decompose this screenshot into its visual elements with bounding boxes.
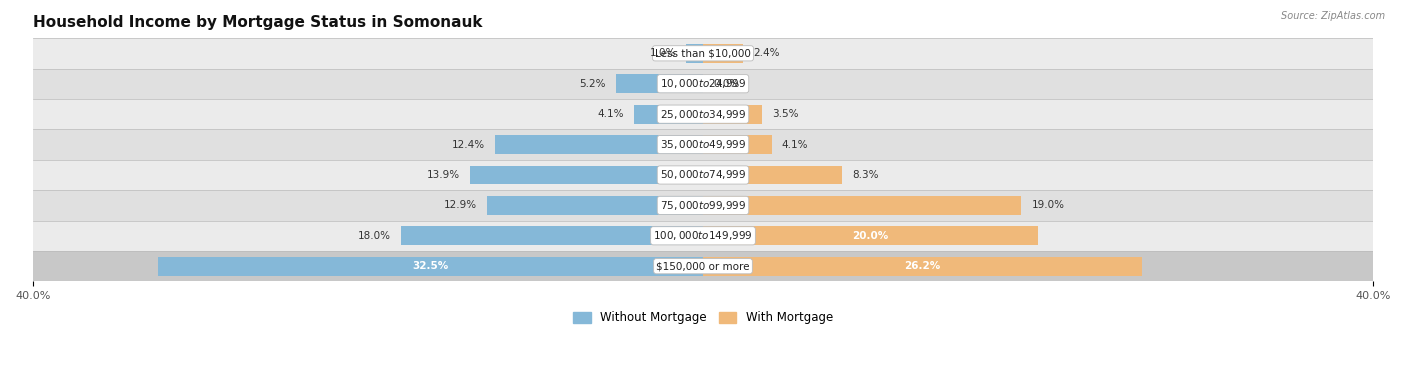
Bar bbox=[486, 196, 703, 215]
Bar bbox=[32, 99, 1374, 129]
Text: 12.4%: 12.4% bbox=[451, 139, 485, 150]
Bar bbox=[686, 44, 703, 63]
Text: Source: ZipAtlas.com: Source: ZipAtlas.com bbox=[1281, 11, 1385, 21]
Bar bbox=[703, 257, 1142, 276]
Text: $100,000 to $149,999: $100,000 to $149,999 bbox=[654, 229, 752, 242]
Bar bbox=[703, 226, 1038, 245]
Text: $35,000 to $49,999: $35,000 to $49,999 bbox=[659, 138, 747, 151]
Bar bbox=[32, 190, 1374, 221]
Legend: Without Mortgage, With Mortgage: Without Mortgage, With Mortgage bbox=[568, 307, 838, 329]
Text: $10,000 to $24,999: $10,000 to $24,999 bbox=[659, 77, 747, 90]
Text: 4.1%: 4.1% bbox=[782, 139, 808, 150]
Bar bbox=[703, 166, 842, 184]
Bar bbox=[32, 69, 1374, 99]
Text: 8.3%: 8.3% bbox=[852, 170, 879, 180]
Text: $50,000 to $74,999: $50,000 to $74,999 bbox=[659, 169, 747, 181]
Text: $75,000 to $99,999: $75,000 to $99,999 bbox=[659, 199, 747, 212]
Text: 3.5%: 3.5% bbox=[772, 109, 799, 119]
Text: Less than $10,000: Less than $10,000 bbox=[655, 48, 751, 58]
Text: 18.0%: 18.0% bbox=[359, 231, 391, 241]
Bar bbox=[703, 44, 744, 63]
Text: 13.9%: 13.9% bbox=[427, 170, 460, 180]
Bar bbox=[32, 129, 1374, 160]
Text: 12.9%: 12.9% bbox=[444, 201, 477, 210]
Bar bbox=[495, 135, 703, 154]
Bar bbox=[616, 74, 703, 93]
Bar bbox=[703, 135, 772, 154]
Bar bbox=[703, 105, 762, 124]
Text: $25,000 to $34,999: $25,000 to $34,999 bbox=[659, 108, 747, 121]
Text: 32.5%: 32.5% bbox=[412, 261, 449, 271]
Text: 19.0%: 19.0% bbox=[1032, 201, 1064, 210]
Text: $150,000 or more: $150,000 or more bbox=[657, 261, 749, 271]
Bar bbox=[32, 160, 1374, 190]
Text: 0.0%: 0.0% bbox=[713, 79, 740, 89]
Text: 5.2%: 5.2% bbox=[579, 79, 606, 89]
Bar bbox=[634, 105, 703, 124]
Text: 1.0%: 1.0% bbox=[650, 48, 676, 58]
Bar bbox=[470, 166, 703, 184]
Bar bbox=[401, 226, 703, 245]
Bar bbox=[32, 221, 1374, 251]
Text: 20.0%: 20.0% bbox=[852, 231, 889, 241]
Text: 2.4%: 2.4% bbox=[754, 48, 780, 58]
Text: 4.1%: 4.1% bbox=[598, 109, 624, 119]
Bar bbox=[32, 251, 1374, 281]
Text: Household Income by Mortgage Status in Somonauk: Household Income by Mortgage Status in S… bbox=[32, 15, 482, 30]
Bar bbox=[703, 196, 1021, 215]
Text: 26.2%: 26.2% bbox=[904, 261, 941, 271]
Bar bbox=[159, 257, 703, 276]
Bar bbox=[32, 38, 1374, 69]
